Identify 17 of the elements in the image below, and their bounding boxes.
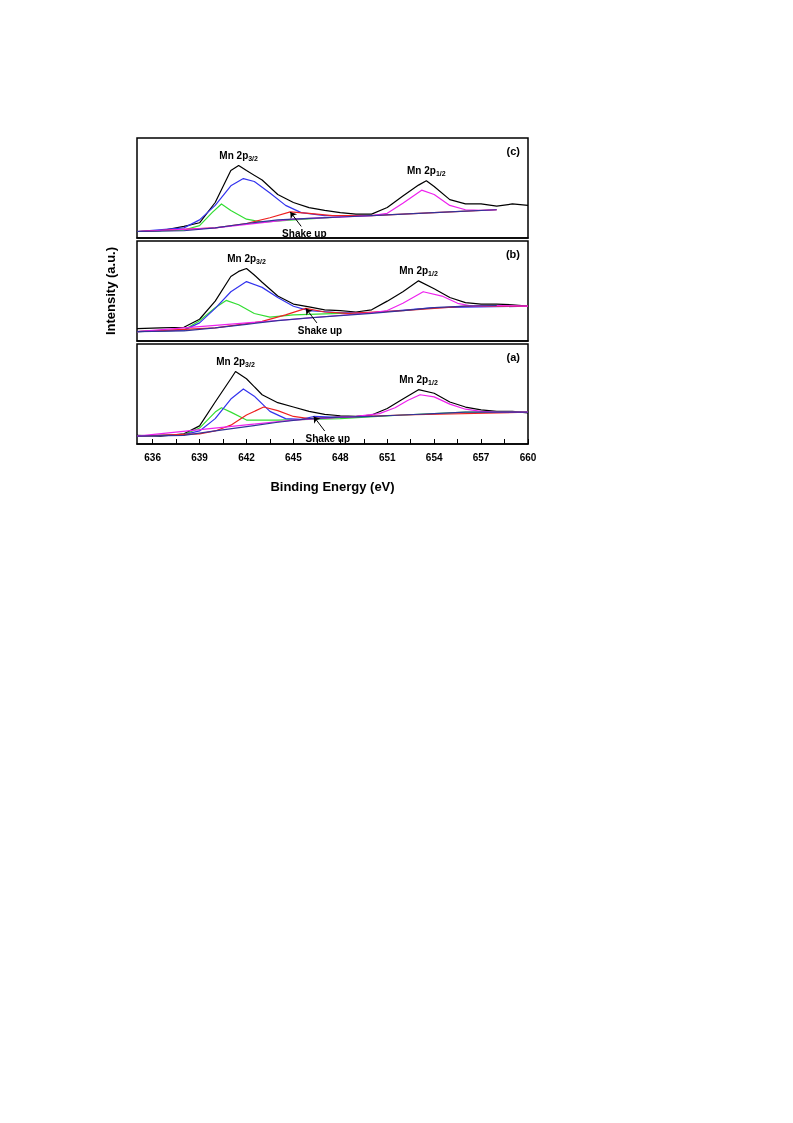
x-tick-label: 642 (238, 451, 256, 463)
x-axis-title: Binding Energy (eV) (270, 479, 395, 494)
x-tick-label: 660 (519, 451, 537, 463)
x-tick-label: 639 (191, 451, 209, 463)
annotation: Shake up (305, 432, 351, 444)
text: (c) (506, 144, 521, 157)
x-tick-label: 657 (472, 451, 490, 463)
x-tick-label: 636 (144, 451, 162, 463)
x-tick-label: 654 (425, 451, 443, 463)
text: (a) (506, 350, 521, 363)
y-axis-title: Intensity (a.u.) (102, 246, 118, 336)
x-tick-label: 648 (331, 451, 350, 463)
x-tick-label: 651 (378, 451, 397, 463)
x-tick-label: 645 (285, 451, 303, 463)
text: (b) (505, 247, 521, 260)
annotation: Shake up (297, 324, 343, 336)
annotation: Shake up (282, 228, 327, 240)
